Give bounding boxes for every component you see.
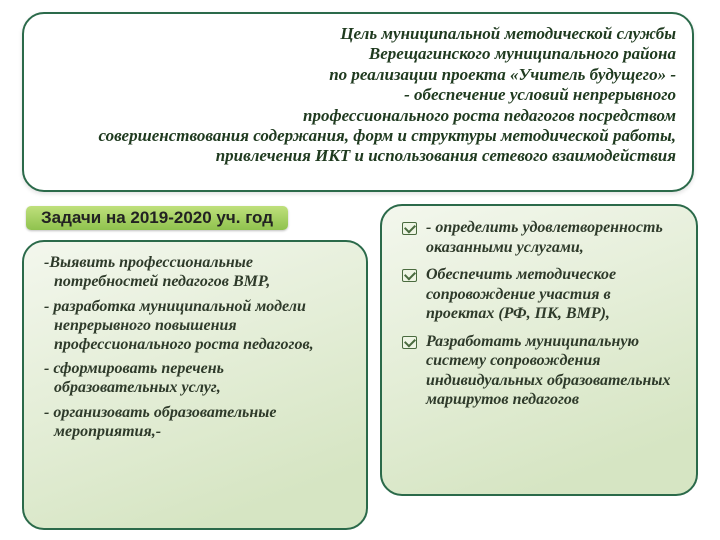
tasks-list-left: -Выявить профессиональные потребностей п… (44, 254, 350, 442)
goal-line: совершенствования содержания, форм и стр… (40, 126, 676, 167)
goal-line: Верещагинского муниципального района (222, 44, 676, 64)
task-item: Обеспечить методическое сопровождение уч… (402, 265, 680, 324)
task-item: - организовать образовательные мероприят… (44, 404, 350, 442)
goal-line: по реализации проекта «Учитель будущего»… (222, 65, 676, 85)
task-item: - определить удовлетворенность оказанным… (402, 218, 680, 257)
task-item: - разработка муниципальной модели непрер… (44, 298, 350, 355)
task-item: Разработать муниципальную систему сопров… (402, 332, 680, 410)
tasks-list-right: - определить удовлетворенность оказанным… (402, 218, 680, 410)
goal-card: Цель муниципальной методической службы В… (22, 12, 694, 192)
goal-text: Цель муниципальной методической службы В… (222, 24, 676, 167)
goal-line: Цель муниципальной методической службы (222, 24, 676, 44)
task-item: - сформировать перечень образовательных … (44, 360, 350, 398)
slide: { "logo": { "badge": "РИМЦ", "town": "Ве… (0, 0, 720, 540)
tasks-card-right: - определить удовлетворенность оказанным… (380, 204, 698, 496)
tasks-card-left: -Выявить профессиональные потребностей п… (22, 240, 368, 530)
goal-line: - обеспечение условий непрерывного (222, 85, 676, 105)
task-item: -Выявить профессиональные потребностей п… (44, 254, 350, 292)
goal-line: профессионального роста педагогов посред… (222, 106, 676, 126)
tasks-year-pill: Задачи на 2019-2020 уч. год (26, 206, 288, 230)
